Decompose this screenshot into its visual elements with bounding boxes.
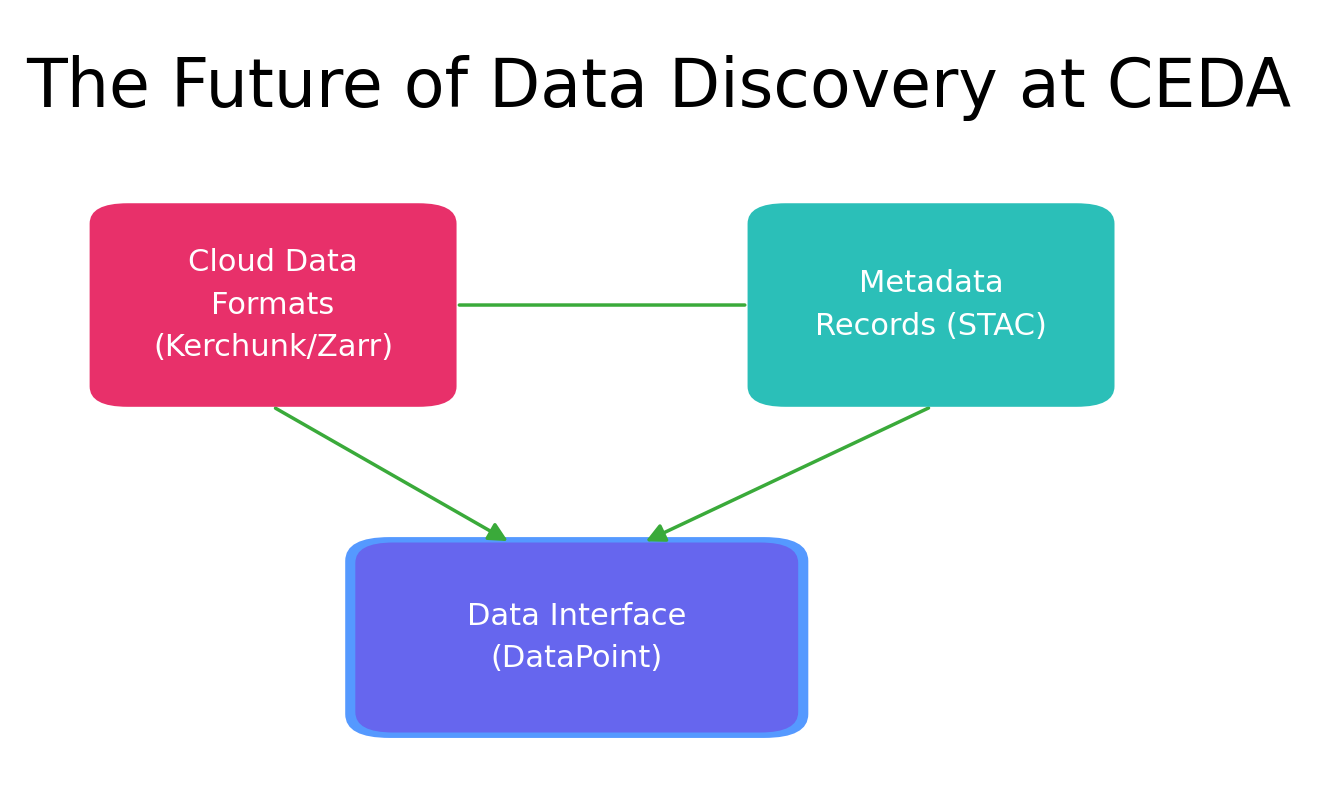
FancyBboxPatch shape	[345, 537, 808, 738]
FancyBboxPatch shape	[90, 204, 456, 407]
Text: Data Interface
(DataPoint): Data Interface (DataPoint)	[467, 601, 687, 674]
FancyBboxPatch shape	[747, 204, 1115, 407]
Text: Cloud Data
Formats
(Kerchunk/Zarr): Cloud Data Formats (Kerchunk/Zarr)	[153, 248, 393, 362]
Text: Metadata
Records (STAC): Metadata Records (STAC)	[815, 269, 1046, 341]
Text: The Future of Data Discovery at CEDA: The Future of Data Discovery at CEDA	[26, 55, 1292, 122]
FancyBboxPatch shape	[356, 543, 799, 732]
